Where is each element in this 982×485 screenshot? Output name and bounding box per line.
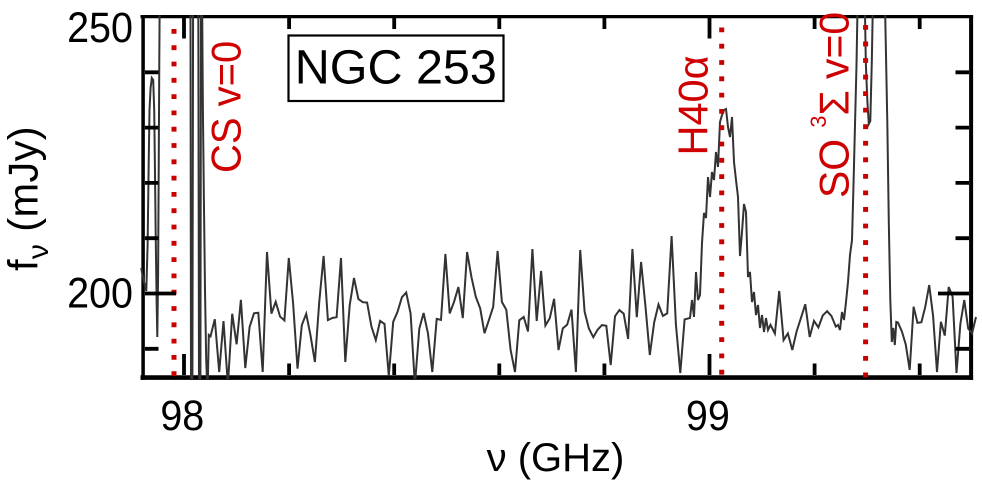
svg-text:H40α: H40α — [670, 55, 717, 155]
svg-text:250: 250 — [67, 4, 133, 52]
svg-text:NGC 253: NGC 253 — [295, 41, 497, 95]
svg-text:ν (GHz): ν (GHz) — [487, 436, 625, 480]
svg-text:200: 200 — [67, 269, 133, 317]
svg-text:CS v=0: CS v=0 — [203, 41, 250, 173]
svg-text:fν (mJy): fν (mJy) — [0, 126, 55, 271]
svg-text:99: 99 — [686, 392, 730, 440]
svg-text:SO 3Σ v=0: SO 3Σ v=0 — [806, 12, 858, 198]
svg-text:98: 98 — [160, 392, 204, 440]
